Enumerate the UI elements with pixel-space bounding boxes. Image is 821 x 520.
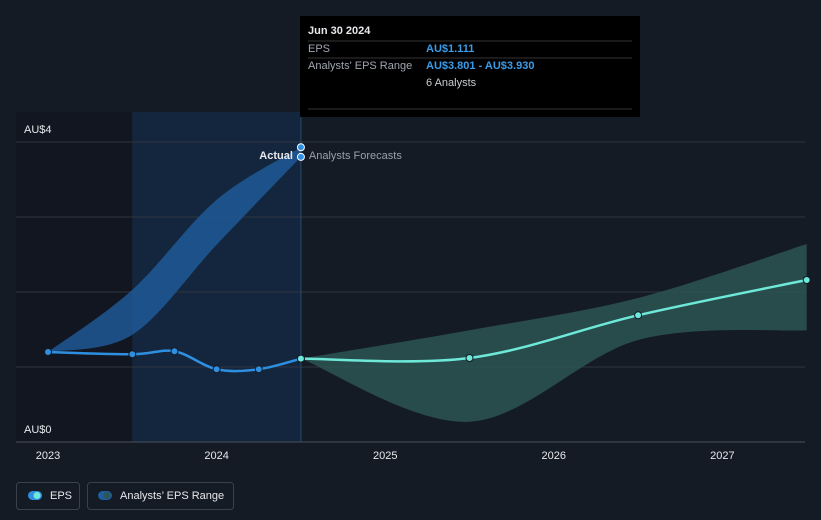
eps-line [300, 278, 807, 363]
tooltip-label: Analysts' EPS Range [308, 60, 412, 72]
tooltip-date: Jun 30 2024 [308, 25, 371, 37]
eps-point [170, 347, 179, 356]
legend-label: Analysts’ EPS Range [120, 490, 224, 502]
legend: EPS Analysts’ EPS Range [16, 482, 234, 510]
x-tick-label: 2024 [204, 450, 228, 462]
eps-point [44, 348, 53, 356]
range-point [296, 152, 305, 161]
actual-label: Actual [259, 150, 293, 162]
eps-point [212, 365, 221, 374]
tooltip-box [300, 16, 640, 117]
tooltip-value: AU$1.111 [426, 43, 474, 55]
y-tick-label: AU$0 [24, 424, 52, 436]
legend-swatch [103, 492, 111, 499]
legend-label: EPS [50, 490, 72, 502]
plot-area: AU$0 AU$4 2023 2024 2025 2026 2027 Actual Analys… [16, 112, 811, 462]
eps-point [465, 354, 474, 362]
x-tick-label: 2027 [710, 450, 734, 462]
eps-point [254, 365, 263, 374]
eps-point [802, 276, 811, 284]
past-shade [16, 112, 133, 442]
legend-item[interactable] [87, 482, 234, 510]
range-area [48, 147, 301, 352]
x-tick-label: 2025 [373, 450, 397, 462]
y-tick-label: AU$4 [24, 124, 52, 136]
range-area [300, 244, 807, 422]
tooltip: Jun 30 2024 EPS AU$1.111 Analysts' EPS R… [300, 16, 640, 117]
tooltip-value: AU$3.801 - AU$3.930 [426, 60, 534, 72]
x-tick-label: 2026 [542, 450, 566, 462]
eps-point [634, 311, 643, 320]
legend-item[interactable] [16, 482, 80, 510]
eps-point [128, 350, 137, 359]
range-point [296, 143, 305, 152]
forecast-label: Analysts Forecasts [309, 150, 402, 162]
eps-point [296, 354, 305, 363]
legend-swatch [33, 492, 41, 499]
tooltip-label: EPS [308, 43, 330, 55]
tooltip-analysts: 6 Analysts [426, 77, 477, 89]
x-tick-label: 2023 [36, 450, 60, 462]
